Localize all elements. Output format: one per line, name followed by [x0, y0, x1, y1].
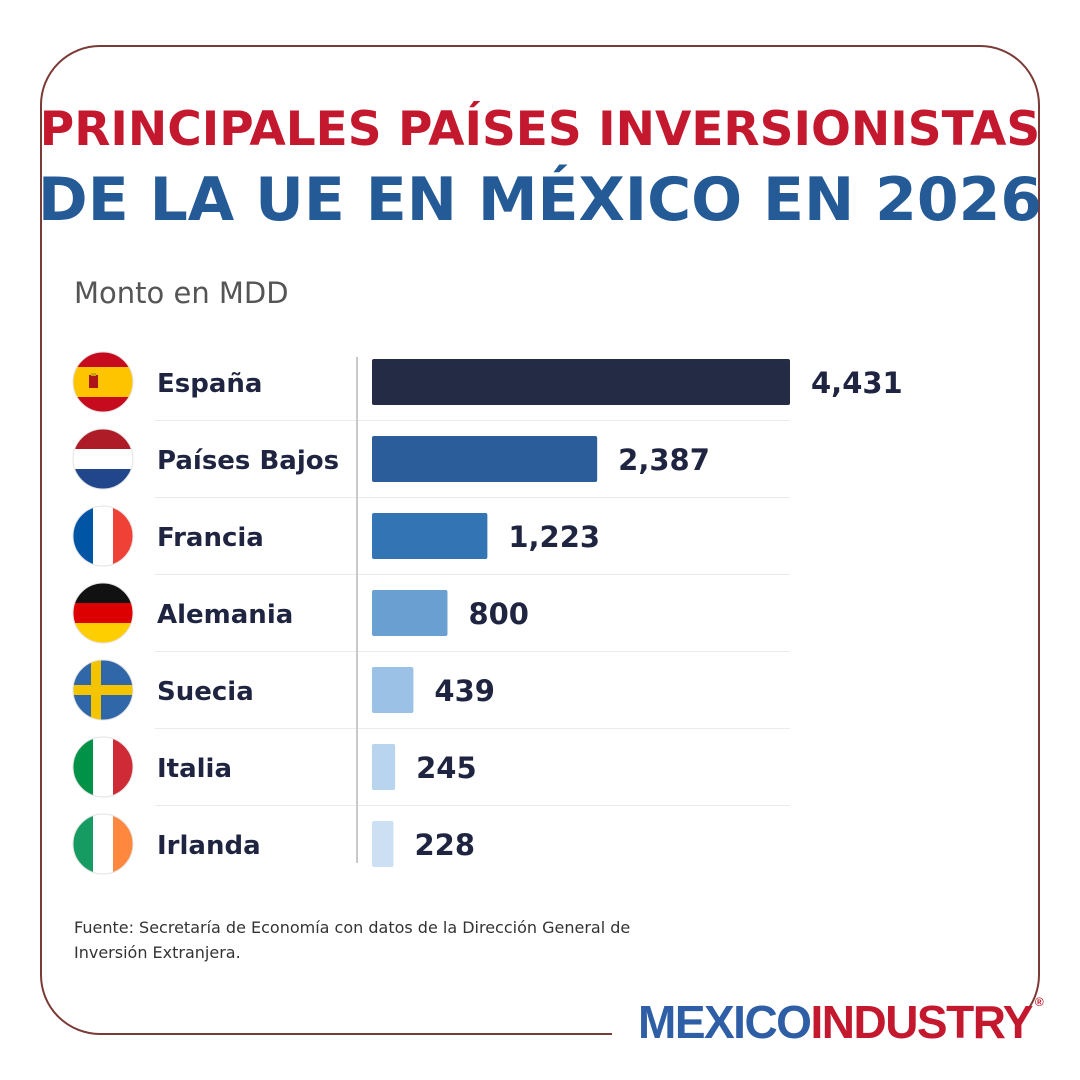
- title-line-2: DE LA UE EN MÉXICO EN 2026: [37, 165, 1043, 235]
- bar: [372, 590, 448, 636]
- flag-germany-icon: [72, 582, 134, 644]
- card-frame: [40, 45, 1040, 1035]
- data-label: 4,431: [811, 366, 903, 400]
- chart-row: Países Bajos 2,387: [72, 428, 790, 498]
- flag-sweden-icon: [72, 659, 134, 721]
- chart-subtitle: Monto en MDD: [74, 276, 289, 310]
- category-label: Irlanda: [157, 831, 261, 861]
- chart-row: España 4,431: [72, 351, 903, 421]
- flag-france-icon: [72, 505, 134, 567]
- logo-word-mexico: MEXICO: [638, 996, 812, 1048]
- chart-row: Italia 245: [72, 736, 790, 806]
- chart-row: Francia 1,223: [72, 505, 790, 575]
- logo-word-industry: INDUSTRY: [810, 996, 1033, 1048]
- data-label: 245: [416, 751, 477, 785]
- source-note: Fuente: Secretaría de Economía con datos…: [74, 918, 631, 962]
- flag-italy-icon: [72, 736, 134, 798]
- frame-gap: [612, 1020, 1072, 1060]
- data-label: 228: [415, 828, 476, 862]
- bar: [372, 436, 598, 482]
- flag-ireland-icon: [72, 813, 134, 875]
- chart-row: Suecia 439: [72, 659, 790, 729]
- category-label: Suecia: [157, 677, 254, 707]
- flag-spain-icon: [72, 351, 134, 413]
- flag-netherlands-icon: [72, 428, 134, 490]
- category-label: Países Bajos: [157, 446, 339, 476]
- bar: [372, 667, 414, 713]
- data-label: 439: [434, 674, 495, 708]
- data-label: 800: [468, 597, 529, 631]
- bar: [372, 744, 396, 790]
- brand-logo: MEXICOINDUSTRY ®: [638, 995, 1044, 1049]
- chart-row: Irlanda 228: [72, 813, 476, 875]
- bar: [372, 821, 394, 867]
- bar: [372, 513, 488, 559]
- data-label: 1,223: [508, 520, 600, 554]
- category-label: España: [157, 369, 262, 399]
- chart-row: Alemania 800: [72, 582, 790, 652]
- category-label: Francia: [157, 523, 264, 553]
- data-label: 2,387: [618, 443, 710, 477]
- logo-registered-mark: ®: [1034, 995, 1044, 1009]
- bar: [372, 359, 790, 405]
- category-label: Alemania: [157, 600, 293, 630]
- title-line-1: PRINCIPALES PAÍSES INVERSIONISTAS: [39, 102, 1041, 157]
- category-label: Italia: [157, 754, 232, 784]
